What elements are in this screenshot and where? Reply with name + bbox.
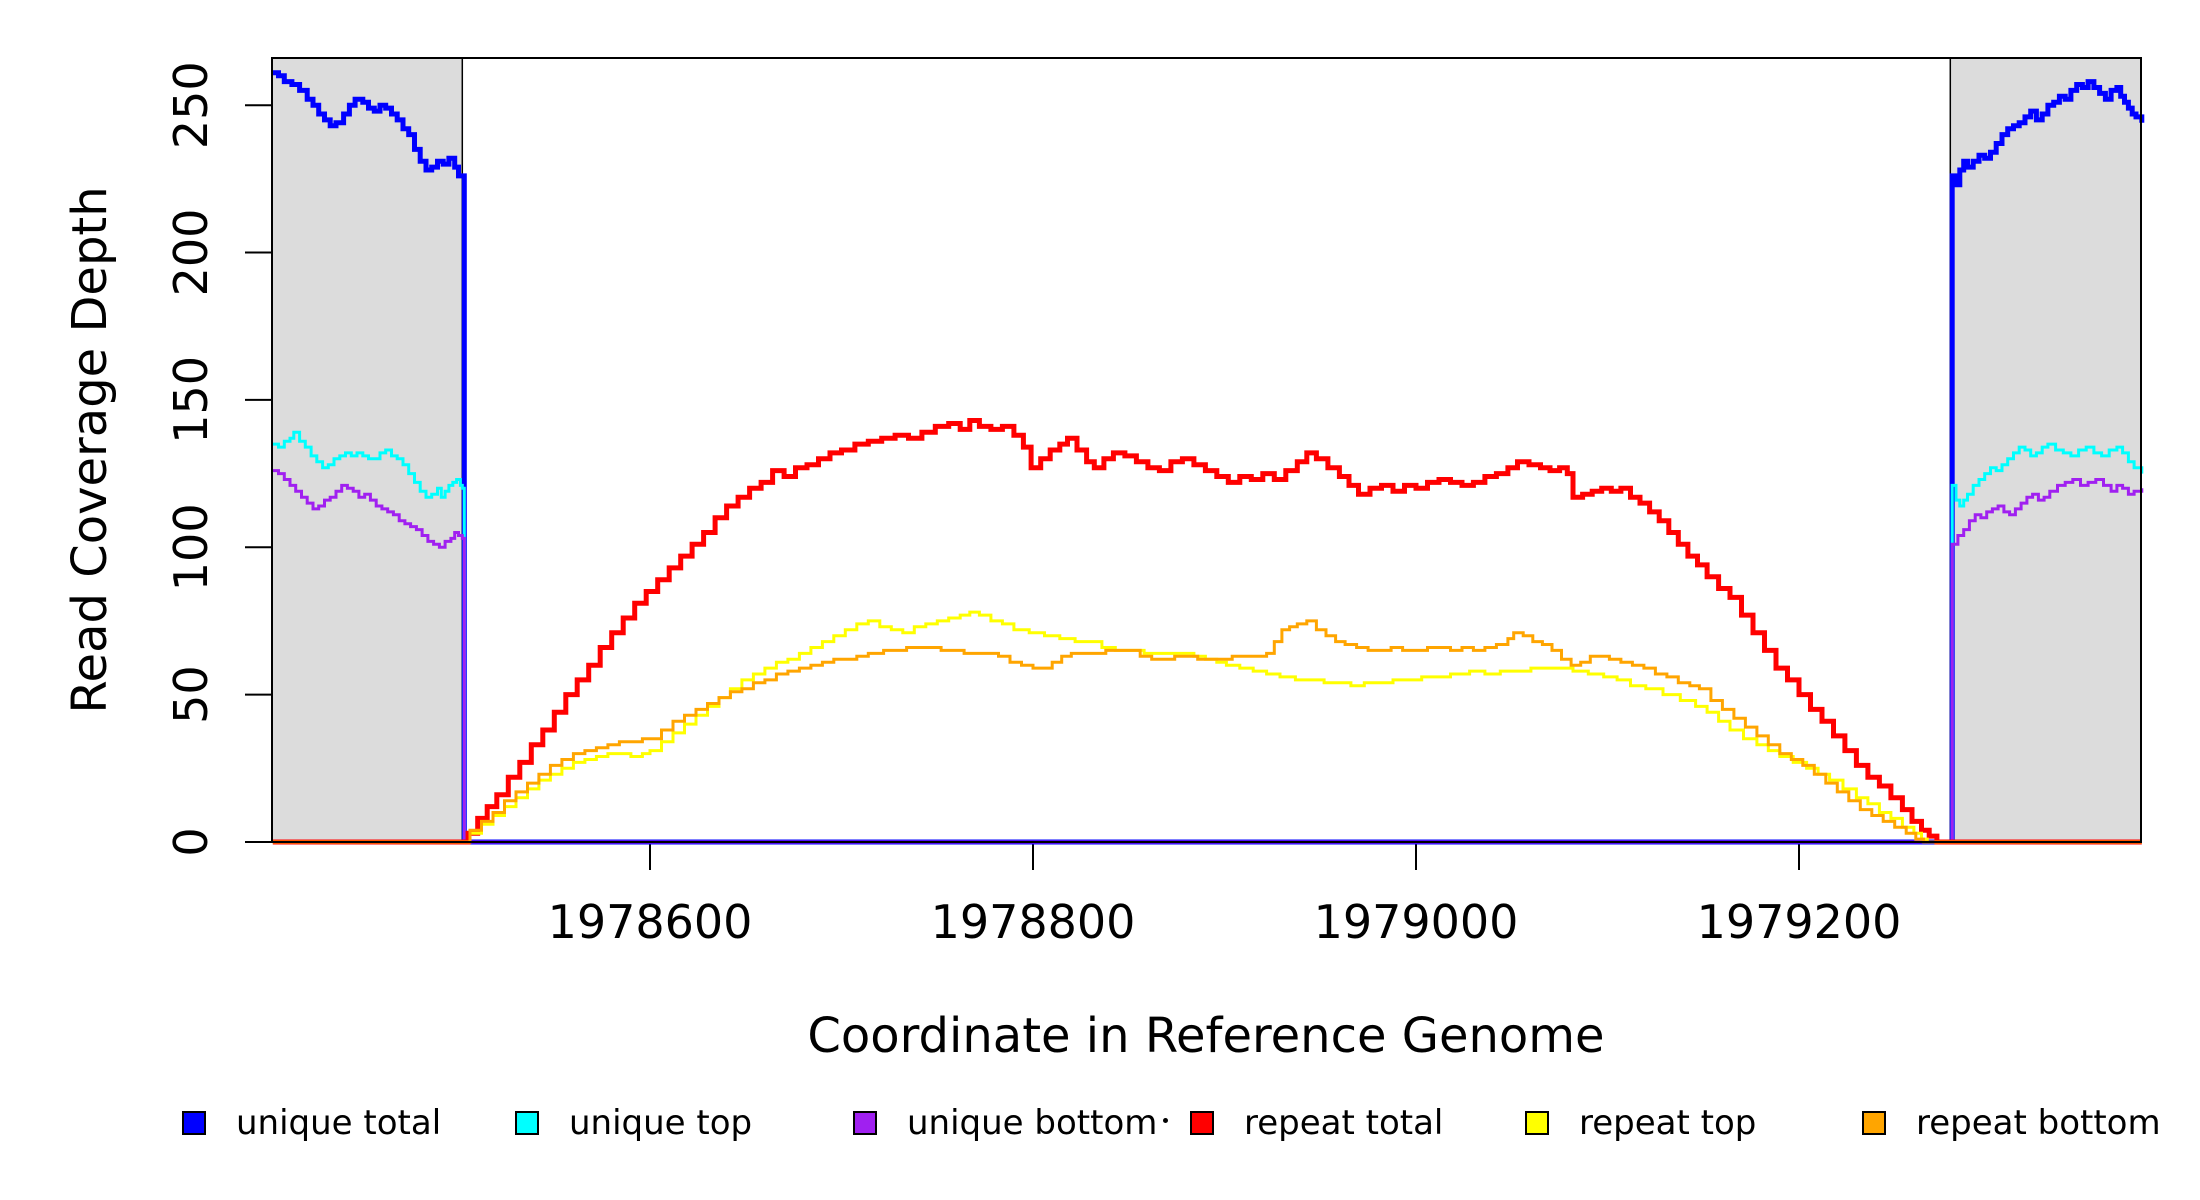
series-repeat-bottom bbox=[272, 619, 2142, 844]
x-axis-title: Coordinate in Reference Genome bbox=[807, 1008, 1604, 1064]
y-tick-label: 150 bbox=[164, 356, 218, 444]
y-tick-label: 100 bbox=[164, 503, 218, 591]
y-tick-label: 0 bbox=[164, 827, 218, 856]
y-tick-label: 200 bbox=[164, 209, 218, 297]
y-axis-title: Read Coverage Depth bbox=[62, 186, 118, 713]
masked-region bbox=[271, 57, 464, 843]
plot-border bbox=[271, 57, 2142, 843]
series-repeat-total bbox=[272, 418, 2142, 845]
x-tick-label: 1979200 bbox=[1697, 895, 1902, 949]
series-unique-top bbox=[272, 430, 2144, 844]
x-tick-label: 1978800 bbox=[931, 895, 1136, 949]
x-tick-label: 1979000 bbox=[1314, 895, 1519, 949]
series-unique-bottom bbox=[272, 469, 2144, 844]
y-tick-label: 50 bbox=[164, 665, 218, 724]
series-unique-total bbox=[272, 70, 2145, 845]
x-tick-label: 1978600 bbox=[548, 895, 753, 949]
y-tick-label: 250 bbox=[164, 61, 218, 149]
